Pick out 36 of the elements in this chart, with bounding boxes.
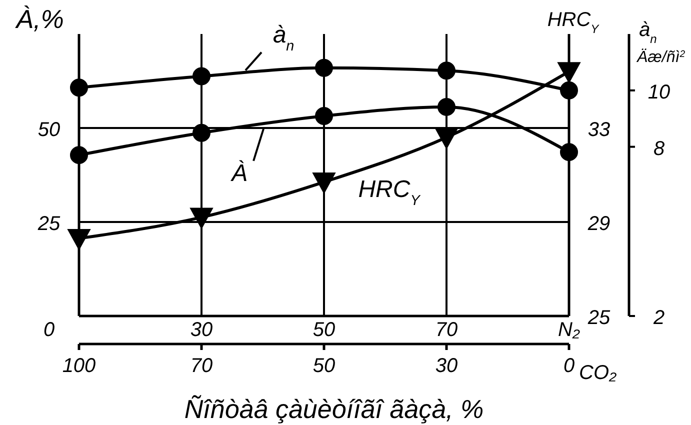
point — [315, 58, 333, 77]
y3-tick-label: 10 — [648, 81, 670, 104]
x-axis-title: Ñîñòàâ çàùèòíîãî ãàçà, % — [184, 394, 484, 424]
text: 100 — [62, 355, 96, 377]
text: 70 — [190, 355, 213, 377]
text: 0 — [563, 355, 575, 377]
y-tick-label: 25 — [36, 213, 61, 235]
y2-tick-label: 29 — [586, 213, 610, 235]
y2-axis-title: HRC$_{Y}$ — [547, 9, 600, 36]
y2-tick-label: 33 — [588, 119, 610, 141]
x-tick-label: 50 — [312, 319, 336, 341]
point — [438, 62, 456, 80]
y3-axis-title: à$_{n}$ Äæ/ñì$^{2}$ — [636, 19, 686, 66]
text: 30 — [435, 355, 458, 377]
y3-tick-label: 8 — [653, 138, 665, 160]
point — [190, 208, 213, 229]
y3-tick-label: 2 — [652, 307, 665, 329]
x-tick-label: N₂ — [558, 319, 580, 341]
point — [312, 172, 336, 194]
y-axis-title: À,% — [14, 4, 64, 34]
series-label: HRC$_{Y}$ — [358, 176, 422, 210]
x-tick-label: 30 — [190, 319, 213, 341]
point — [192, 67, 210, 86]
legend-label: À — [230, 160, 248, 187]
y-tick-label: 0 — [43, 319, 55, 341]
point — [560, 81, 578, 100]
y-tick-label: 50 — [38, 119, 60, 141]
text: 50 — [312, 355, 336, 377]
point — [68, 228, 90, 250]
point — [558, 62, 580, 84]
y2-tick-label: 25 — [586, 307, 611, 329]
series-label: à$_{n}$ — [272, 21, 294, 54]
point — [70, 78, 88, 97]
text: CO₂ — [579, 362, 617, 384]
point — [435, 128, 458, 149]
x-tick-label: 70 — [435, 319, 458, 341]
